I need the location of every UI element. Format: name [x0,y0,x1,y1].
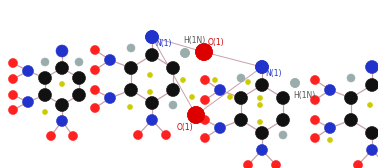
Circle shape [23,66,34,76]
Circle shape [276,92,290,104]
Circle shape [104,93,116,103]
Circle shape [347,74,355,82]
Circle shape [124,61,138,74]
Circle shape [147,90,152,94]
Circle shape [324,122,336,134]
Text: O(1): O(1) [208,38,225,47]
Circle shape [276,114,290,127]
Circle shape [133,131,143,139]
Circle shape [161,131,170,139]
Circle shape [256,60,268,74]
Circle shape [256,127,268,139]
Circle shape [189,94,195,99]
Circle shape [90,86,99,94]
Text: N(1): N(1) [265,69,282,78]
Circle shape [124,83,138,96]
Text: H(1N): H(1N) [183,36,205,45]
Circle shape [127,104,133,110]
Circle shape [104,54,116,66]
Circle shape [8,106,17,115]
Circle shape [147,73,152,77]
Circle shape [214,122,226,134]
Circle shape [8,74,17,83]
Circle shape [166,61,180,74]
Circle shape [344,92,358,104]
Circle shape [42,110,48,115]
Circle shape [279,131,287,139]
Circle shape [366,60,378,74]
Circle shape [146,49,158,61]
Circle shape [147,115,158,125]
Circle shape [90,103,99,113]
Circle shape [366,78,378,92]
Circle shape [169,101,177,109]
Circle shape [291,78,299,88]
Circle shape [56,98,68,112]
Text: O(1): O(1) [177,123,193,132]
Circle shape [39,89,51,101]
Circle shape [146,96,158,110]
Circle shape [90,46,99,54]
Circle shape [90,66,99,74]
Circle shape [256,78,268,92]
Circle shape [41,58,49,66]
Circle shape [181,49,189,57]
Circle shape [243,160,253,168]
Text: H(1N): H(1N) [293,91,315,100]
Circle shape [353,160,363,168]
Circle shape [245,79,251,85]
Circle shape [166,83,180,96]
Circle shape [212,77,217,82]
Circle shape [256,60,268,74]
Circle shape [8,58,17,68]
Circle shape [39,72,51,85]
Circle shape [214,85,226,95]
Circle shape [181,77,186,82]
Circle shape [271,160,280,168]
Circle shape [195,44,212,60]
Circle shape [127,44,135,52]
Circle shape [181,49,189,57]
Circle shape [257,144,268,156]
Circle shape [234,92,248,104]
Circle shape [367,144,378,156]
Text: N(1): N(1) [155,39,172,48]
Circle shape [75,58,83,66]
Circle shape [237,74,245,82]
Circle shape [324,85,336,95]
Circle shape [344,114,358,127]
Circle shape [310,134,319,142]
Circle shape [187,107,204,123]
Circle shape [187,107,204,123]
Circle shape [146,31,158,44]
Circle shape [200,134,209,142]
Circle shape [310,95,319,104]
Circle shape [234,114,248,127]
Circle shape [56,61,68,74]
Circle shape [56,45,68,57]
Circle shape [367,102,372,108]
Circle shape [310,116,319,124]
Circle shape [73,89,85,101]
Circle shape [257,102,262,108]
Circle shape [257,119,262,124]
Circle shape [327,137,333,142]
Circle shape [68,132,77,140]
Circle shape [59,81,65,87]
Circle shape [366,127,378,139]
Circle shape [200,95,209,104]
Circle shape [257,95,262,100]
Circle shape [291,78,299,88]
Circle shape [8,91,17,99]
Circle shape [46,132,56,140]
Circle shape [228,94,232,99]
Circle shape [200,116,209,124]
Circle shape [146,31,158,44]
Circle shape [23,96,34,108]
Circle shape [56,116,68,127]
Circle shape [195,44,212,60]
Circle shape [200,75,209,85]
Circle shape [310,75,319,85]
Circle shape [73,72,85,85]
